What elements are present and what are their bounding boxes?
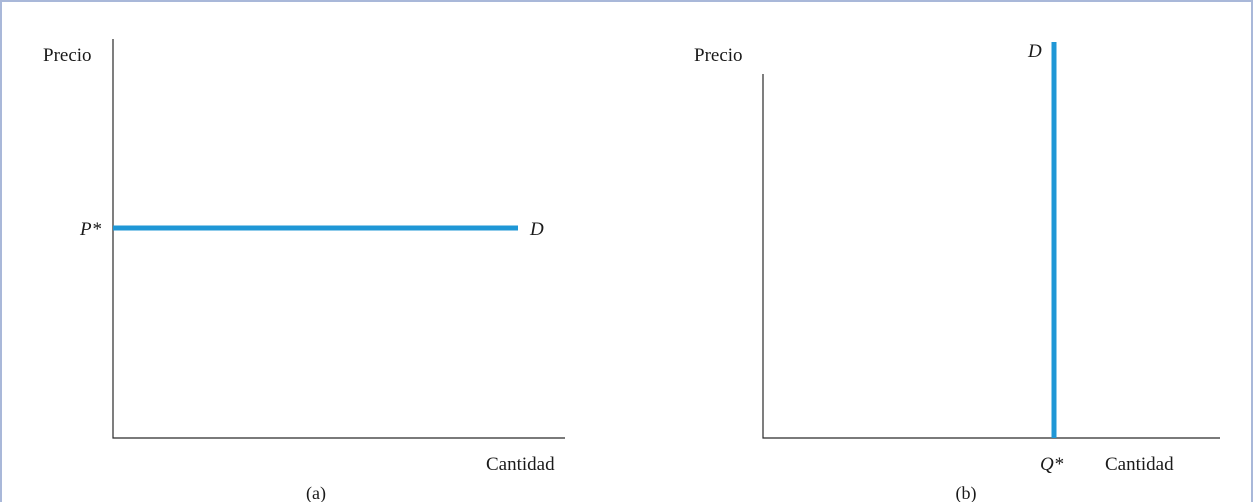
panel-b-curve-label: D [1027,41,1042,62]
panel-b-caption: (b) [956,483,977,502]
panel-a-price-tick-label: P* [79,219,102,240]
panel-b-axes [762,74,1220,439]
panel-a-caption: (a) [306,483,326,502]
panel-b-quantity-tick-label: Q* [1040,454,1064,475]
panel-b-y-axis-label: Precio [694,45,743,66]
panel-b-x-axis-label: Cantidad [1105,454,1174,475]
panel-a-y-axis-label: Precio [43,45,92,66]
panel-a-x-axis-label: Cantidad [486,454,555,475]
panel-b: Precio Cantidad D Q* (b) [694,41,1220,502]
panel-a-curve-label: D [529,219,544,240]
panel-a: Precio Cantidad D P* (a) [43,39,565,502]
panel-a-axes [112,39,565,439]
